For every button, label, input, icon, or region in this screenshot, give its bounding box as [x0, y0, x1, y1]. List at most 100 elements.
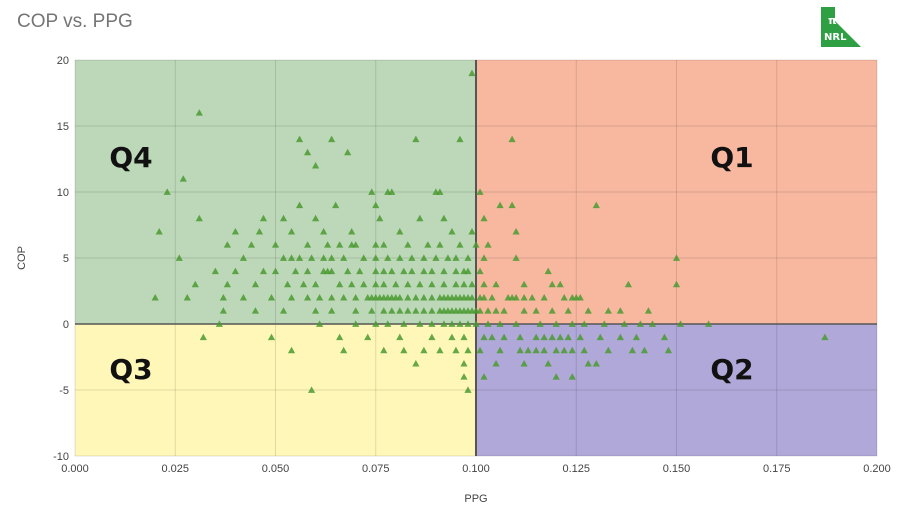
data-point: [492, 280, 500, 288]
data-point: [600, 320, 608, 327]
data-point: [231, 228, 239, 235]
data-point: [484, 307, 492, 314]
data-point: [464, 254, 472, 261]
data-point: [287, 228, 296, 235]
data-point: [496, 320, 504, 327]
data-point: [404, 307, 412, 314]
data-point: [247, 241, 256, 248]
data-point: [432, 254, 440, 261]
data-point: [356, 267, 364, 275]
data-point: [267, 294, 276, 301]
data-point: [428, 267, 436, 275]
data-point: [352, 307, 360, 314]
data-point: [440, 267, 448, 275]
data-point: [564, 307, 572, 314]
nrl-pi-logo-icon: π NRL: [821, 7, 861, 47]
data-point: [520, 307, 528, 314]
data-point: [444, 254, 452, 261]
logo-nrl: NRL: [824, 32, 847, 43]
data-point: [271, 267, 280, 275]
data-point: [440, 320, 448, 327]
data-point: [436, 241, 444, 248]
data-point: [428, 320, 436, 327]
data-point: [548, 280, 556, 288]
data-point: [480, 373, 488, 380]
data-point: [556, 333, 564, 341]
data-point: [516, 333, 524, 341]
data-point: [428, 333, 436, 341]
data-point: [211, 267, 219, 275]
data-point: [239, 294, 248, 301]
data-point: [428, 307, 436, 314]
data-point: [283, 280, 292, 288]
data-point: [552, 346, 560, 354]
data-point: [540, 294, 548, 301]
data-point: [380, 307, 388, 314]
data-point: [328, 294, 336, 301]
data-point: [312, 280, 320, 288]
data-point: [295, 201, 304, 209]
data-point: [520, 294, 528, 301]
quadrant-label-q2: Q2: [710, 353, 753, 386]
data-point: [508, 201, 516, 209]
data-point: [460, 360, 468, 367]
y-tick-label: 15: [57, 121, 69, 133]
data-point: [251, 280, 260, 288]
y-tick-labels: -10 -5 0 5 10 15 20: [53, 55, 69, 463]
data-point: [416, 320, 424, 327]
data-point: [372, 280, 380, 288]
data-point: [352, 320, 360, 327]
data-point: [396, 228, 404, 235]
data-point: [380, 267, 388, 275]
data-point: [312, 307, 320, 314]
data-point: [436, 188, 444, 195]
quadrant-q4-bg: [75, 60, 476, 324]
data-point: [376, 214, 384, 222]
data-point: [199, 333, 207, 341]
data-point: [464, 346, 472, 354]
data-point: [448, 228, 456, 235]
data-point: [183, 294, 191, 301]
data-point: [452, 267, 460, 275]
x-tick-labels: 0.000 0.025 0.050 0.075 0.100 0.125 0.150 0.175…: [61, 463, 891, 475]
data-point: [472, 320, 480, 327]
data-point: [336, 280, 344, 288]
data-point: [380, 346, 388, 354]
data-point: [372, 320, 380, 327]
data-point: [480, 294, 488, 301]
data-point: [484, 241, 492, 248]
data-point: [412, 307, 420, 314]
data-point: [352, 241, 360, 248]
data-point: [332, 201, 340, 209]
data-point: [488, 294, 496, 301]
data-point: [576, 333, 584, 341]
data-point: [540, 333, 548, 341]
x-tick-label: 0.075: [362, 463, 390, 475]
data-point: [223, 280, 231, 288]
quadrant-backgrounds: [75, 60, 877, 456]
data-point: [476, 267, 484, 275]
data-point: [580, 346, 588, 354]
data-point: [303, 267, 312, 275]
data-point: [412, 294, 420, 301]
data-point: [328, 254, 336, 261]
data-point: [428, 294, 436, 301]
data-point: [616, 307, 624, 314]
data-point: [404, 241, 412, 248]
data-point: [440, 214, 448, 222]
data-point: [404, 294, 412, 301]
data-point: [660, 333, 669, 341]
data-point: [384, 320, 392, 327]
logo-pi: π: [828, 14, 837, 27]
data-point: [372, 241, 380, 248]
data-point: [328, 267, 336, 275]
data-point: [372, 254, 380, 261]
data-point: [400, 267, 408, 275]
data-point: [388, 307, 396, 314]
data-point: [412, 360, 420, 367]
data-point: [552, 320, 560, 327]
data-point: [480, 254, 488, 261]
data-point: [564, 333, 572, 341]
data-point: [580, 320, 588, 327]
data-point: [388, 267, 396, 275]
